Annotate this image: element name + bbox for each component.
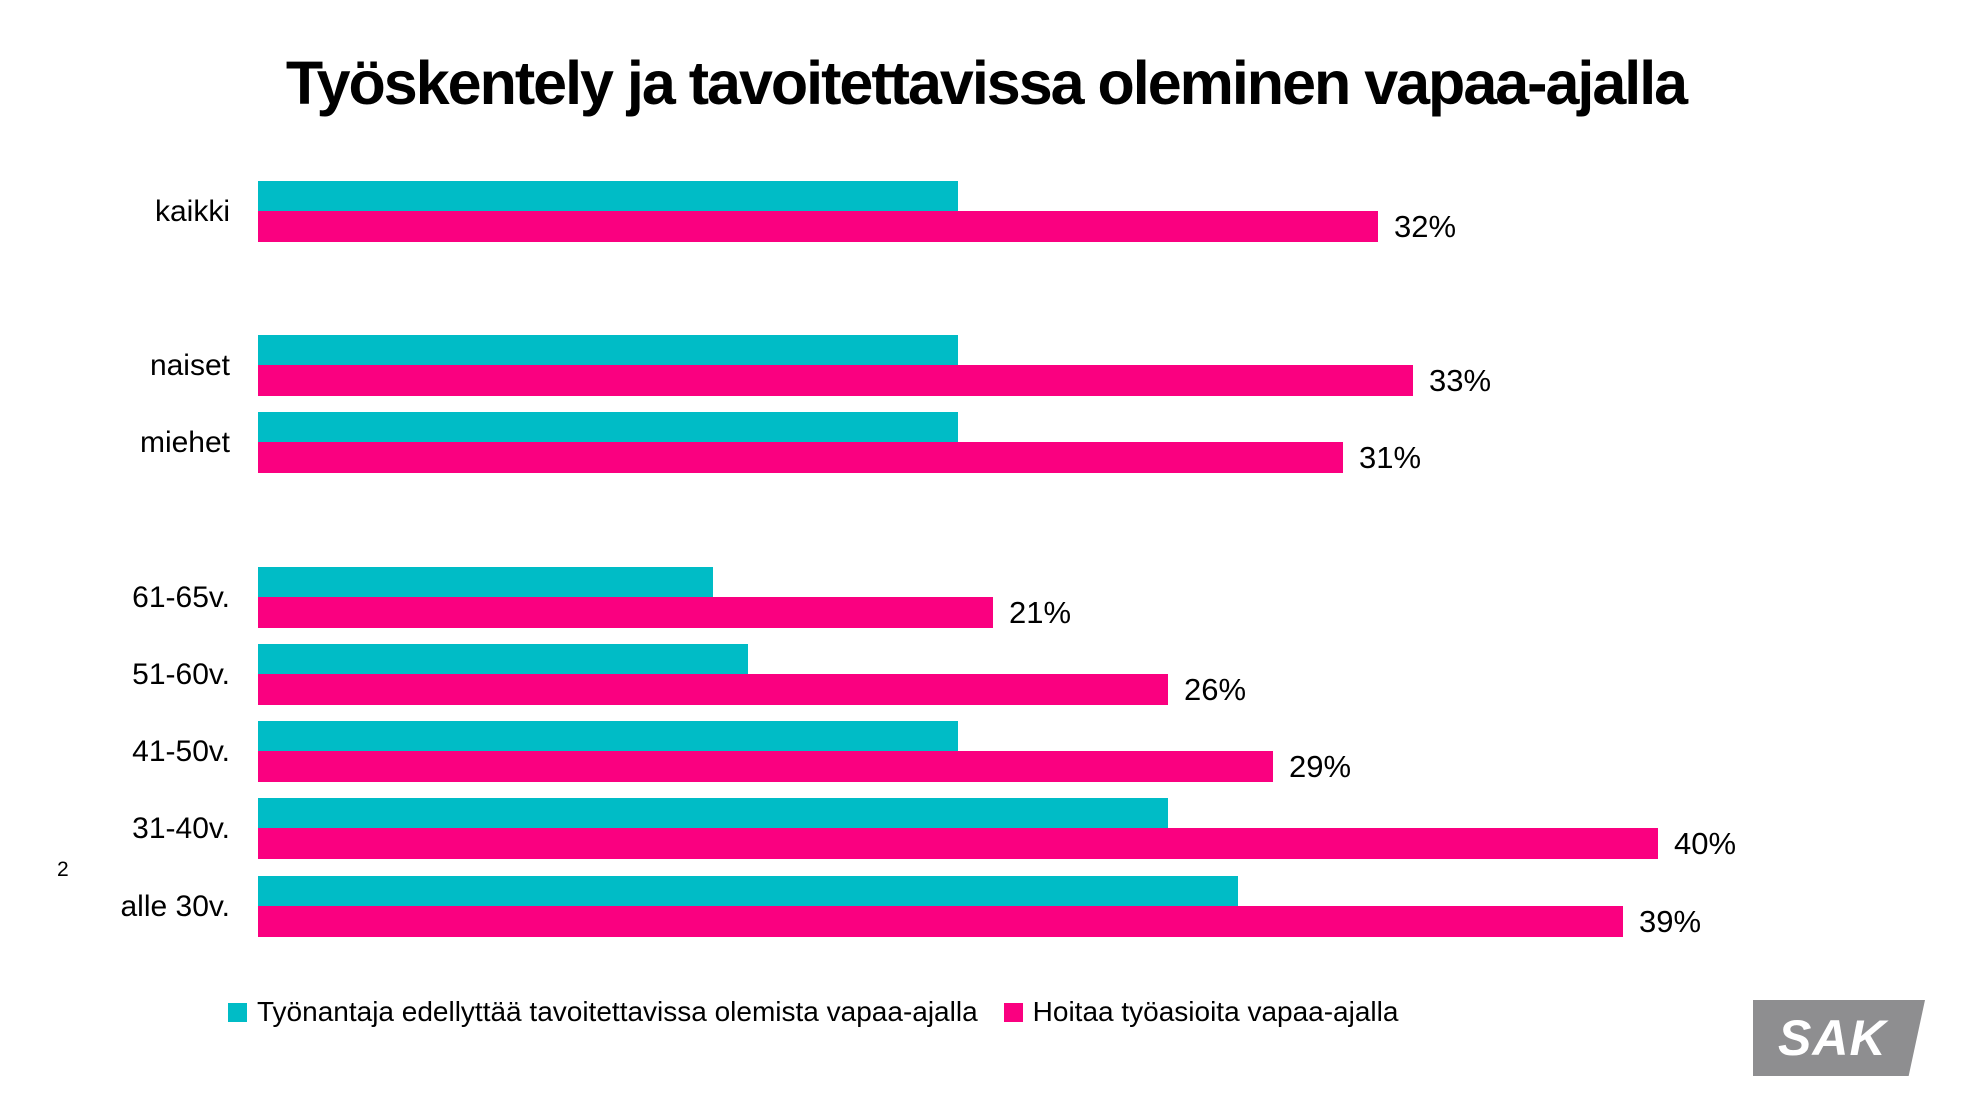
value-label: 31% xyxy=(1359,440,1422,475)
category-label: miehet xyxy=(139,426,230,459)
category-label: 31-40v. xyxy=(132,812,230,845)
chart-row-61-65: 61-65v. 21% xyxy=(0,567,1972,628)
bar-pink xyxy=(258,365,1413,396)
chart-row-31-40: 31-40v. 40% xyxy=(0,798,1972,859)
category-label: 51-60v. xyxy=(132,658,230,691)
category-label: alle 30v. xyxy=(120,890,230,923)
value-label: 26% xyxy=(1184,672,1247,707)
bar-cyan xyxy=(258,721,958,751)
category-label: 41-50v. xyxy=(132,735,230,768)
bar-cyan xyxy=(258,181,958,211)
legend-item-pink: Hoitaa työasioita vapaa-ajalla xyxy=(1003,996,1399,1028)
bar-cyan xyxy=(258,335,958,365)
value-label: 39% xyxy=(1639,904,1702,939)
legend-item-cyan: Työnantaja edellyttää tavoitettavissa ol… xyxy=(228,996,978,1028)
value-label: 21% xyxy=(1009,595,1072,630)
value-label: 40% xyxy=(1674,826,1737,861)
chart-row-alle-30: alle 30v. 39% xyxy=(0,876,1972,937)
chart-row-kaikki: kaikki 32% xyxy=(0,181,1972,242)
value-label: 32% xyxy=(1394,209,1457,244)
bar-cyan xyxy=(258,412,958,442)
value-label: 29% xyxy=(1289,749,1352,784)
bar-cyan xyxy=(258,644,748,674)
category-label: 61-65v. xyxy=(132,581,230,614)
category-label: kaikki xyxy=(154,195,230,228)
legend-label: Hoitaa työasioita vapaa-ajalla xyxy=(1032,996,1399,1027)
legend-swatch-cyan-icon xyxy=(228,1002,247,1022)
page-title: Työskentely ja tavoitettavissa oleminen … xyxy=(285,49,1688,117)
legend-swatch-pink-icon xyxy=(1003,1002,1023,1022)
bar-cyan xyxy=(258,798,1168,828)
bar-cyan xyxy=(258,876,1238,906)
value-label: 33% xyxy=(1429,363,1492,398)
legend-label: Työnantaja edellyttää tavoitettavissa ol… xyxy=(257,996,978,1027)
chart-row-41-50: 41-50v. 29% xyxy=(0,721,1972,782)
bar-pink xyxy=(258,674,1168,705)
chart-row-miehet: miehet 31% xyxy=(0,412,1972,473)
sak-logo-text: SAK xyxy=(1778,1010,1887,1066)
bar-cyan xyxy=(258,567,713,597)
chart-row-naiset: naiset 33% xyxy=(0,335,1972,396)
bar-pink xyxy=(258,828,1658,859)
category-label: naiset xyxy=(149,349,230,382)
sak-logo: SAK xyxy=(1753,1000,1925,1076)
bar-pink xyxy=(258,442,1343,473)
page-number: 2 xyxy=(57,858,69,881)
legend: Työnantaja edellyttää tavoitettavissa ol… xyxy=(228,996,1398,1028)
chart-row-51-60: 51-60v. 26% xyxy=(0,644,1972,705)
bar-pink xyxy=(258,597,993,628)
bar-pink xyxy=(258,751,1273,782)
bar-pink xyxy=(258,906,1623,937)
bar-pink xyxy=(258,211,1378,242)
